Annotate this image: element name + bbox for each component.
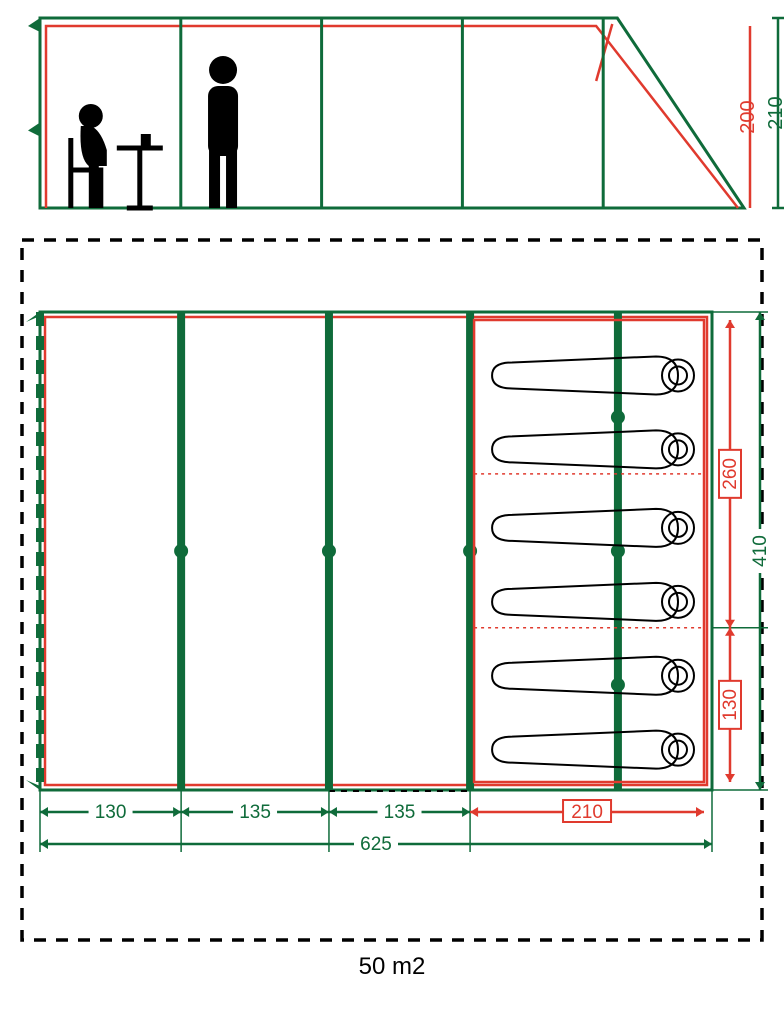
standing-person-icon — [208, 56, 238, 208]
dim-seg2: 135 — [239, 802, 271, 823]
dim-right-410: 410 — [750, 535, 771, 567]
dim-seg1: 130 — [95, 802, 127, 823]
tent-diagram: 200 210 130 135 135 210 625 260 130 410 50 m2 — [0, 0, 784, 1016]
dim-right-130: 130 — [720, 689, 741, 721]
sleeping-bags — [492, 356, 694, 768]
dim-seg3: 135 — [384, 802, 416, 823]
dim-right-260: 260 — [720, 458, 741, 490]
dim-seg4: 210 — [571, 802, 603, 823]
plan-view: 130 135 135 210 625 260 130 410 50 m2 — [22, 240, 771, 980]
pitch-area-label: 50 m2 — [359, 953, 426, 980]
side-height-inner: 200 — [737, 100, 759, 133]
side-elevation: 200 210 — [28, 18, 784, 208]
seated-person-icon — [71, 104, 163, 208]
side-height-outer: 210 — [765, 96, 784, 129]
dim-total: 625 — [360, 834, 392, 855]
